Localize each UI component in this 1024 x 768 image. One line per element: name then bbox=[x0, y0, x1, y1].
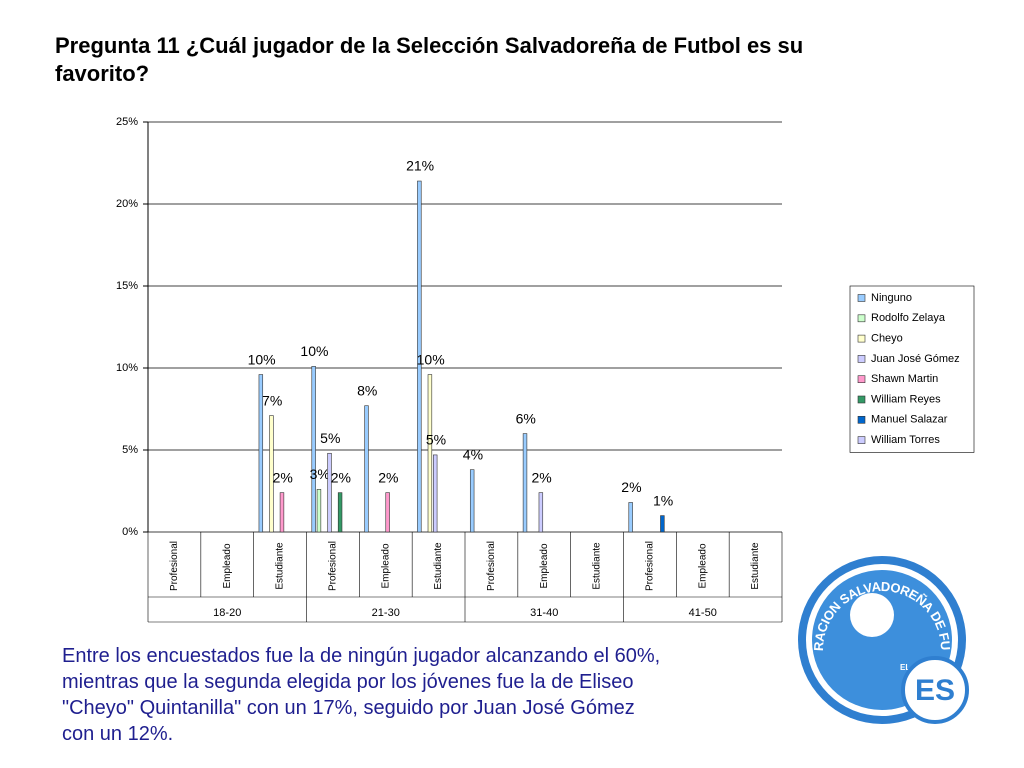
y-tick-label: 5% bbox=[122, 444, 138, 456]
data-label: 10% bbox=[300, 343, 328, 359]
y-tick-label: 0% bbox=[122, 526, 138, 538]
x-tick-label: Estudiante bbox=[592, 542, 603, 590]
bar bbox=[279, 492, 285, 533]
data-label: 2% bbox=[621, 479, 641, 495]
y-tick-label: 10% bbox=[116, 362, 138, 374]
bar bbox=[258, 374, 264, 533]
data-label: 10% bbox=[248, 351, 276, 367]
legend-swatch bbox=[857, 334, 866, 343]
data-label: 1% bbox=[653, 492, 673, 508]
x-tick-label: Profesional bbox=[328, 541, 339, 591]
bar bbox=[469, 469, 475, 533]
legend-swatch bbox=[857, 375, 866, 384]
bar bbox=[337, 492, 343, 533]
legend-swatch bbox=[857, 355, 866, 363]
group-label: 21-30 bbox=[372, 607, 400, 619]
data-label: 4% bbox=[463, 446, 483, 462]
legend-swatch bbox=[857, 436, 866, 444]
bar bbox=[311, 366, 316, 533]
bar bbox=[327, 452, 332, 533]
legend-label: Cheyo bbox=[871, 333, 903, 345]
y-tick-label: 15% bbox=[116, 280, 138, 292]
x-tick-label: Empleado bbox=[697, 543, 708, 588]
logo-badge bbox=[901, 656, 969, 724]
legend-label: Ninguno bbox=[871, 292, 912, 304]
data-label: 8% bbox=[357, 382, 377, 398]
x-tick-label: Empleado bbox=[539, 543, 550, 588]
x-tick-label: Profesional bbox=[169, 541, 180, 591]
x-tick-label: Estudiante bbox=[750, 542, 761, 590]
logo-ball bbox=[850, 593, 894, 637]
body-line: "Cheyo" Quintanilla" con un 17%, seguido… bbox=[62, 697, 635, 719]
data-label: 21% bbox=[406, 158, 434, 174]
bar bbox=[269, 415, 274, 533]
logo-initials: ES bbox=[915, 674, 955, 707]
bar bbox=[628, 502, 633, 533]
legend-label: Manuel Salazar bbox=[871, 414, 948, 426]
legend-swatch bbox=[857, 294, 866, 302]
data-label: 5% bbox=[426, 432, 446, 448]
legend-label: William Reyes bbox=[871, 393, 941, 405]
data-label: 6% bbox=[516, 410, 536, 426]
y-tick-label: 20% bbox=[116, 198, 138, 210]
bar bbox=[432, 454, 438, 533]
data-label: 5% bbox=[320, 430, 340, 446]
legend-label: Juan José Gómez bbox=[871, 353, 960, 365]
bar bbox=[316, 489, 322, 533]
bar bbox=[538, 492, 544, 533]
legend-swatch bbox=[857, 415, 866, 424]
data-label: 3% bbox=[310, 466, 330, 482]
group-label: 41-50 bbox=[689, 607, 717, 619]
data-label: 2% bbox=[378, 469, 398, 485]
legend-label: William Torres bbox=[871, 434, 940, 446]
bar bbox=[417, 180, 422, 533]
data-label: 2% bbox=[531, 469, 551, 485]
bar bbox=[385, 492, 390, 533]
group-label: 18-20 bbox=[213, 607, 241, 619]
legend-box bbox=[849, 285, 975, 453]
body-line: Entre los encuestados fue la de ningún j… bbox=[62, 645, 661, 667]
legend-swatch bbox=[857, 314, 866, 323]
y-tick-label: 25% bbox=[116, 116, 138, 128]
x-tick-label: Estudiante bbox=[275, 542, 286, 590]
data-label: 2% bbox=[273, 469, 293, 485]
bar bbox=[427, 374, 433, 533]
bar bbox=[660, 515, 665, 533]
legend-label: Rodolfo Zelaya bbox=[871, 312, 946, 324]
bar bbox=[522, 433, 528, 533]
x-tick-label: Empleado bbox=[380, 543, 391, 588]
body-line: con un 12%. bbox=[62, 723, 174, 745]
data-label: 10% bbox=[417, 351, 445, 367]
body-line: mientras que la segunda elegida por los … bbox=[62, 671, 634, 693]
x-tick-label: Profesional bbox=[645, 541, 656, 591]
group-label: 31-40 bbox=[530, 607, 558, 619]
x-tick-label: Empleado bbox=[222, 543, 233, 588]
data-label: 2% bbox=[331, 469, 351, 485]
bar bbox=[364, 405, 369, 533]
body-text: Entre los encuestados fue la de ningún j… bbox=[62, 643, 660, 747]
slide-title: Pregunta 11 ¿Cuál jugador de la Selecció… bbox=[55, 33, 804, 86]
legend-swatch bbox=[857, 395, 866, 404]
x-tick-label: Estudiante bbox=[433, 542, 444, 590]
logo-ring-text: FEDERACION SALVADOREÑA DE FUTBOL bbox=[0, 0, 953, 651]
x-tick-label: Profesional bbox=[486, 541, 497, 591]
data-label: 7% bbox=[262, 392, 282, 408]
legend-label: Shawn Martin bbox=[871, 373, 938, 385]
logo: FEDERACION SALVADOREÑA DE FUTBOL EL SALV… bbox=[0, 0, 969, 724]
